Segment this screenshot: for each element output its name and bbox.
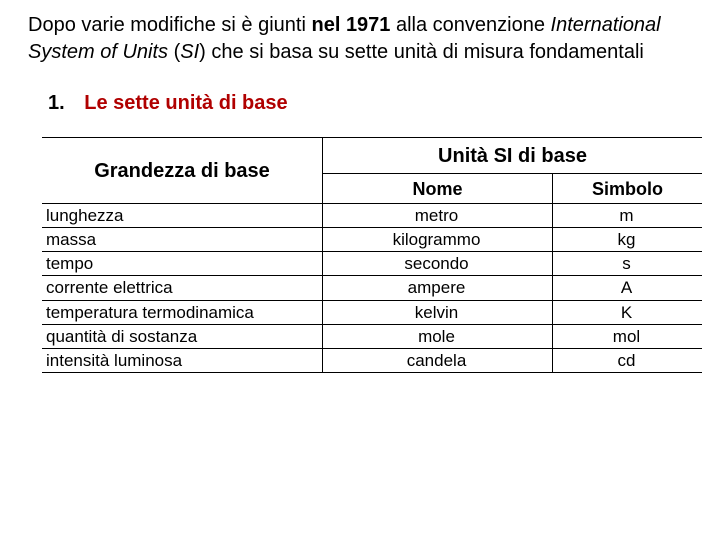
intro-popen: ( — [168, 41, 180, 63]
th-nome: Nome — [322, 173, 552, 203]
heading-number: 1. — [48, 92, 65, 114]
intro-pclose: ) — [199, 41, 206, 63]
table-cell: s — [552, 251, 702, 275]
intro-paragraph: Dopo varie modifiche si è giunti nel 197… — [28, 12, 692, 66]
table-cell: kilogrammo — [322, 227, 552, 251]
heading-text: Le sette unità di base — [84, 92, 287, 114]
table-cell: mol — [552, 324, 702, 348]
intro-bold: nel 1971 — [311, 14, 390, 36]
table-cell: metro — [322, 203, 552, 227]
table-cell: kelvin — [322, 300, 552, 324]
table-cell: K — [552, 300, 702, 324]
th-grandezza: Grandezza di base — [42, 137, 322, 203]
table-cell: kg — [552, 227, 702, 251]
intro-post: che si basa su sette unità di misura fon… — [206, 41, 644, 63]
table-cell: cd — [552, 348, 702, 373]
si-units-table: Grandezza di base Unità SI di base Nome … — [42, 137, 702, 373]
table-cell: temperatura termodinamica — [42, 300, 322, 324]
section-heading: 1. Le sette unità di base — [48, 92, 692, 115]
table-cell: lunghezza — [42, 203, 322, 227]
table-cell: massa — [42, 227, 322, 251]
table-cell: corrente elettrica — [42, 275, 322, 299]
table-cell: quantità di sostanza — [42, 324, 322, 348]
table-cell: mole — [322, 324, 552, 348]
intro-si: SI — [180, 41, 199, 63]
th-simbolo: Simbolo — [552, 173, 702, 203]
table-cell: A — [552, 275, 702, 299]
table-cell: candela — [322, 348, 552, 373]
table-cell: intensità luminosa — [42, 348, 322, 373]
table-cell: m — [552, 203, 702, 227]
table-cell: tempo — [42, 251, 322, 275]
table-cell: secondo — [322, 251, 552, 275]
table-cell: ampere — [322, 275, 552, 299]
intro-pre: Dopo varie modifiche si è giunti — [28, 14, 311, 36]
intro-mid: alla convenzione — [390, 14, 550, 36]
th-unita-si: Unità SI di base — [322, 137, 702, 173]
